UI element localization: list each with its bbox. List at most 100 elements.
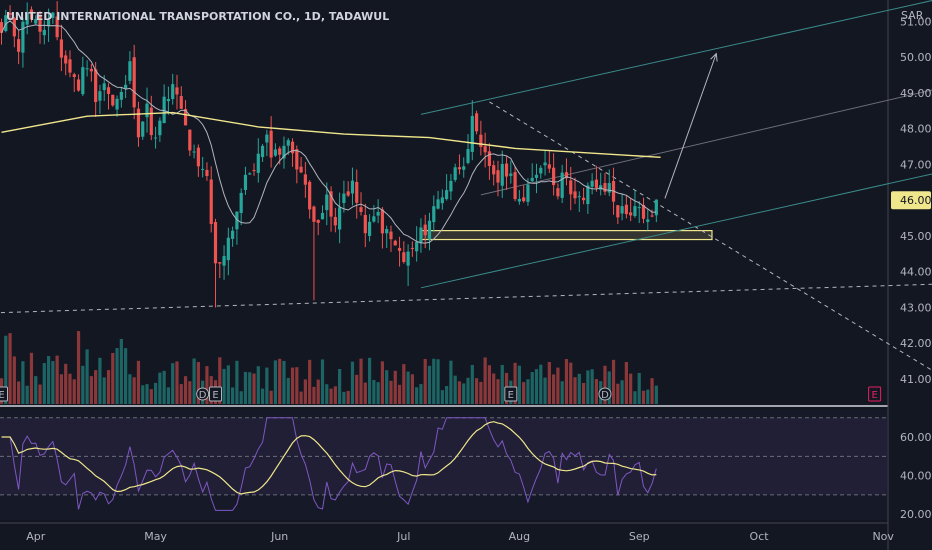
volume-bar <box>479 381 483 404</box>
volume-bar <box>85 349 89 404</box>
volume-bar <box>539 364 543 404</box>
candle-body <box>534 174 539 178</box>
time-tick-label: Apr <box>26 530 46 543</box>
time-tick-label: Jun <box>270 530 288 543</box>
candle-body <box>355 181 359 203</box>
volume-bar <box>38 384 42 404</box>
candle-body <box>641 204 646 219</box>
volume-bar <box>552 374 556 404</box>
volume-bar <box>436 359 440 404</box>
candle-body <box>226 237 230 261</box>
candle-body <box>94 69 98 103</box>
volume-bar <box>372 379 376 404</box>
volume-bar <box>132 377 136 404</box>
candle-body <box>119 91 123 100</box>
volume-bar <box>466 377 470 404</box>
volume-bar <box>560 381 564 404</box>
candle-body <box>213 221 218 264</box>
event-marker-label: E <box>0 390 5 401</box>
candle-body <box>586 185 590 205</box>
volume-bar <box>25 385 29 404</box>
volume-bar <box>290 367 295 404</box>
candle-body <box>402 252 406 263</box>
volume-bar <box>183 376 188 404</box>
candle-body <box>359 207 363 212</box>
candle-body <box>81 67 85 95</box>
volume-bar <box>517 365 521 404</box>
volume-bar <box>29 352 34 404</box>
volume-bar <box>12 356 16 404</box>
volume-bar <box>325 384 329 404</box>
candle-body <box>136 108 141 138</box>
currency-label: SAR <box>901 9 924 22</box>
candle-body <box>492 165 496 175</box>
candle-body <box>132 57 136 108</box>
candle-body <box>522 197 526 202</box>
candle-body <box>496 170 500 183</box>
candle-body <box>196 147 200 167</box>
candle-body <box>303 174 307 185</box>
volume-bar <box>162 370 166 404</box>
candle-body <box>171 84 175 100</box>
volume-bar <box>462 383 466 404</box>
candle-body <box>539 167 543 174</box>
event-marker: D <box>196 387 210 401</box>
volume-bar <box>226 365 230 404</box>
event-marker-label: D <box>601 390 609 401</box>
volume-bar <box>72 379 76 404</box>
price-tick-label: 44.00 <box>900 266 932 279</box>
candle-body <box>248 173 252 175</box>
candle-body <box>629 212 633 216</box>
candle-body <box>209 179 213 224</box>
last-price-badge <box>891 191 931 210</box>
volume-bar <box>278 358 282 404</box>
volume-bar <box>641 390 646 404</box>
candle-body <box>64 55 68 64</box>
volume-bar <box>51 361 55 404</box>
volume-bar <box>42 363 46 404</box>
candle-body <box>637 207 641 209</box>
volume-bar <box>376 382 380 404</box>
volume-bar <box>410 374 414 404</box>
rsi-tick-label: 60.00 <box>900 431 932 444</box>
volume-bar <box>419 384 423 404</box>
volume-bar <box>119 338 123 404</box>
candle-body <box>269 130 273 158</box>
candle-body <box>329 191 333 217</box>
volume-bar <box>367 357 372 404</box>
candle-body <box>308 181 312 210</box>
candle-body <box>423 224 427 236</box>
volume-bar <box>432 358 436 404</box>
candle-body <box>552 167 556 186</box>
candle-body <box>556 188 560 197</box>
candle-body <box>466 149 470 163</box>
volume-bar <box>94 370 98 404</box>
candle-body <box>102 83 106 91</box>
candle-body <box>149 107 153 136</box>
candle-body <box>462 166 466 170</box>
volume-bar <box>577 373 581 404</box>
candle-body <box>479 134 483 147</box>
volume-bar <box>260 388 265 404</box>
candle-body <box>543 162 547 166</box>
event-marker: E <box>868 386 882 402</box>
candle-body <box>243 174 248 190</box>
candle-body <box>4 15 8 32</box>
volume-bar <box>273 360 278 404</box>
candle-body <box>389 231 393 240</box>
rsi-tick-label: 40.00 <box>900 470 932 483</box>
volume-bar <box>145 384 149 404</box>
volume-bar <box>59 374 64 404</box>
volume-bar <box>385 370 389 404</box>
candle-body <box>633 206 637 217</box>
candle-body <box>372 216 376 222</box>
volume-bar <box>654 385 658 404</box>
candle-body <box>581 197 586 201</box>
candle-body <box>509 173 513 176</box>
volume-bar <box>449 360 453 404</box>
volume-bar <box>320 359 325 404</box>
candle-body <box>89 68 93 72</box>
volume-bar <box>303 379 307 404</box>
